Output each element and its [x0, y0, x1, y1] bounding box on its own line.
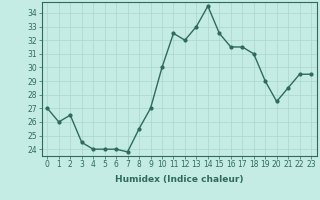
X-axis label: Humidex (Indice chaleur): Humidex (Indice chaleur): [115, 175, 244, 184]
